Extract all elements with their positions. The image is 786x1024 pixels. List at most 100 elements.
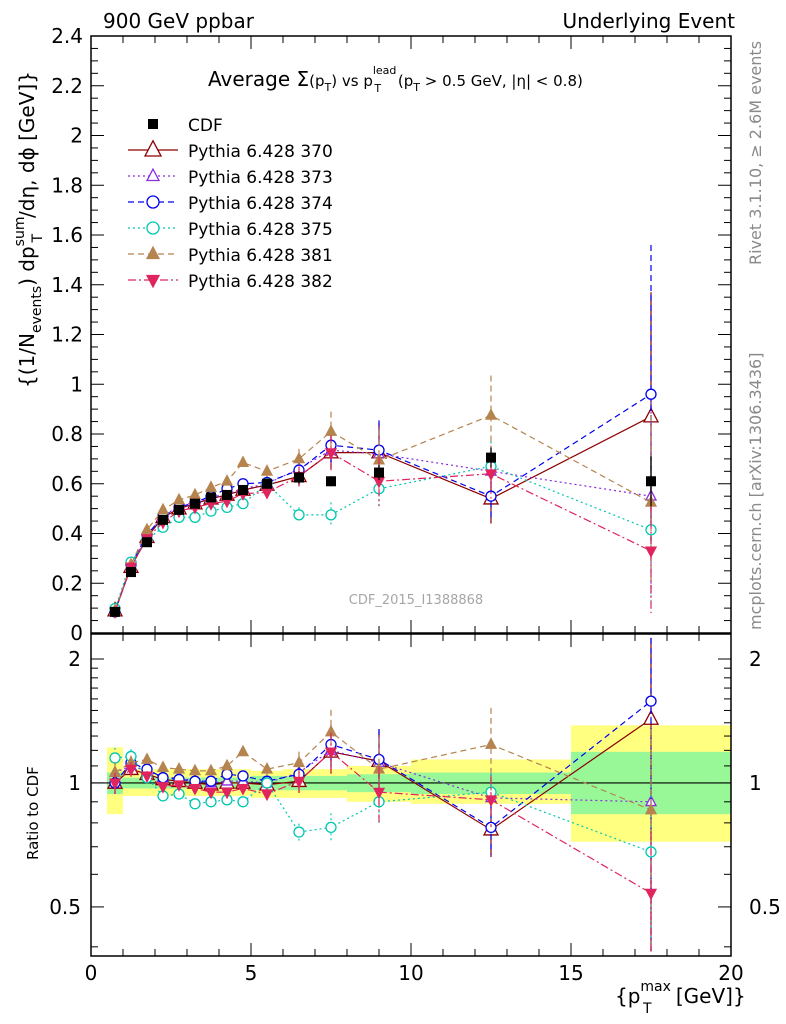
data-point-3 — [158, 514, 168, 525]
ratio-series-5 — [108, 732, 658, 952]
data-point-5 — [190, 498, 200, 509]
ratio-line-4 — [114, 731, 652, 811]
ratio-point-1-7 — [220, 774, 234, 786]
data-point-4 — [174, 504, 184, 515]
data-point-11 — [326, 476, 336, 487]
series-point-4-13 — [484, 408, 498, 420]
legend-marker-3 — [146, 221, 160, 235]
watermark: CDF_2015_I1388868 — [349, 593, 483, 608]
ratio-point-5-8 — [236, 784, 250, 796]
ratio-point-5-12 — [372, 787, 386, 800]
series-point-4-10 — [292, 451, 306, 464]
ratio-point-5-13 — [484, 795, 498, 807]
legend-label-data: CDF — [188, 116, 223, 136]
header-left: 900 GeV ppbar — [103, 9, 255, 33]
legend-marker-2 — [146, 195, 160, 209]
ratio-point-5-4 — [172, 780, 186, 792]
legend-item-data: CDF — [148, 116, 223, 136]
main-panel-frame — [90, 35, 732, 634]
series-point-4-8 — [236, 455, 250, 468]
ratio-line-3 — [114, 755, 652, 853]
ratio-point-2-3 — [157, 772, 169, 784]
series-point-2-14 — [645, 388, 657, 400]
ytick-ratio-label-left-1: 1 — [68, 771, 81, 795]
ratio-point-5-14 — [644, 888, 658, 901]
ratio-point-4-14 — [644, 802, 658, 815]
ratio-point-4-7 — [220, 758, 234, 771]
data-point-7 — [222, 489, 232, 500]
series-point-3-11 — [325, 509, 337, 521]
data-point-6 — [206, 492, 216, 503]
ytick-main-label-11: 2.2 — [51, 74, 83, 98]
legend: CDF Pythia 6.428 370 Pythia 6.428 373 Pythi… — [128, 116, 333, 292]
ratio-point-4-3 — [156, 760, 170, 772]
ytick-ratio-label-left-2: 2 — [68, 647, 81, 671]
series-point-4-9 — [260, 464, 274, 476]
series-point-5-11 — [324, 448, 338, 460]
ytick-main-label-9: 1.8 — [51, 173, 83, 197]
ytick-main-label-8: 1.6 — [51, 223, 83, 247]
legend-label-5: Pythia 6.428 382 — [188, 272, 333, 292]
ratio-point-3-10 — [293, 826, 305, 838]
x-axis-label: {pmax T [GeV]} — [615, 979, 746, 1017]
data-point-8 — [238, 484, 248, 495]
ratio-y-axis-label: Ratio to CDF — [24, 766, 42, 860]
axis-ticks — [90, 35, 732, 956]
legend-marker-0 — [143, 139, 163, 157]
ratio-series-layer — [106, 637, 660, 952]
ytick-ratio-label-right-2: 2 — [749, 647, 762, 671]
ytick-ratio-label-right-0: 0.5 — [749, 895, 781, 919]
legend-item-5: Pythia 6.428 382 — [128, 272, 333, 292]
data-point-12 — [374, 467, 384, 478]
ratio-point-2-7 — [221, 768, 233, 780]
series-point-4-11 — [324, 424, 338, 436]
ytick-main-label-1: 0.2 — [51, 571, 83, 595]
legend-item-4: Pythia 6.428 381 — [128, 245, 333, 266]
series-point-4-3 — [156, 502, 170, 515]
ratio-point-5-6 — [204, 787, 218, 800]
ratio-point-2-14 — [645, 695, 657, 707]
axis-tick-labels: 0 5 10 15 20 0 0.2 0.4 0.6 0.8 1 1.2 1.4 1.6 1.8 2 2.2 2.… — [49, 24, 781, 985]
data-point-2 — [142, 537, 152, 548]
legend-label-2: Pythia 6.428 374 — [188, 194, 333, 214]
legend-item-1: Pythia 6.428 373 — [128, 167, 333, 188]
series-point-4-4 — [172, 492, 186, 505]
ratio-point-5-1 — [124, 764, 138, 777]
xtick-label-0: 0 — [85, 961, 98, 985]
ratio-point-3-9 — [261, 777, 273, 789]
ytick-main-label-2: 0.4 — [51, 522, 83, 546]
rivet-label: Rivet 3.1.10, ≥ 2.6M events — [746, 41, 765, 265]
legend-label-3: Pythia 6.428 375 — [188, 220, 333, 240]
ratio-point-4-5 — [188, 763, 202, 776]
series-point-4-2 — [140, 522, 154, 535]
ratio-point-4-6 — [204, 763, 218, 776]
ytick-ratio-label-right-1: 1 — [749, 771, 762, 795]
xtick-label-2: 10 — [398, 961, 423, 985]
legend-marker-5 — [145, 274, 161, 289]
ratio-point-3-0 — [109, 752, 121, 764]
ratio-point-5-5 — [188, 784, 202, 796]
ratio-point-2-6 — [205, 775, 217, 787]
legend-label-0: Pythia 6.428 370 — [188, 142, 333, 162]
ratio-point-2-13 — [485, 821, 497, 834]
series-point-2-13 — [485, 490, 497, 502]
ytick-main-label-10: 2 — [70, 124, 83, 148]
ratio-point-4-8 — [236, 744, 250, 757]
main-data-layer — [110, 447, 656, 617]
data-point-13 — [486, 452, 496, 463]
series-point-3-10 — [293, 509, 305, 521]
series-4 — [108, 375, 658, 616]
ratio-point-5-3 — [156, 782, 170, 794]
data-point-1 — [126, 567, 136, 578]
ratio-point-3-11 — [325, 821, 337, 834]
ratio-point-5-9 — [260, 789, 274, 802]
legend-item-0: Pythia 6.428 370 — [128, 139, 333, 162]
series-point-5-9 — [260, 488, 274, 500]
ratio-point-5-10 — [292, 776, 306, 789]
series-2 — [109, 244, 657, 618]
series-point-5-13 — [484, 469, 498, 481]
series-3 — [109, 441, 657, 615]
legend-item-3: Pythia 6.428 375 — [128, 220, 333, 240]
ytick-main-label-6: 1.2 — [51, 323, 83, 347]
